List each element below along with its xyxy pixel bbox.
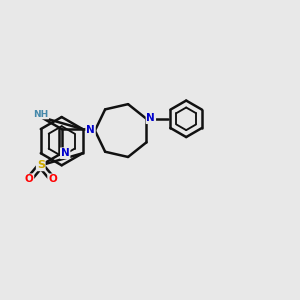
Text: N: N — [61, 148, 70, 158]
Text: O: O — [48, 174, 57, 184]
Text: N: N — [86, 125, 95, 135]
Text: O: O — [25, 174, 33, 184]
Text: N: N — [146, 113, 155, 123]
Text: S: S — [37, 160, 45, 170]
Text: NH: NH — [33, 110, 48, 118]
